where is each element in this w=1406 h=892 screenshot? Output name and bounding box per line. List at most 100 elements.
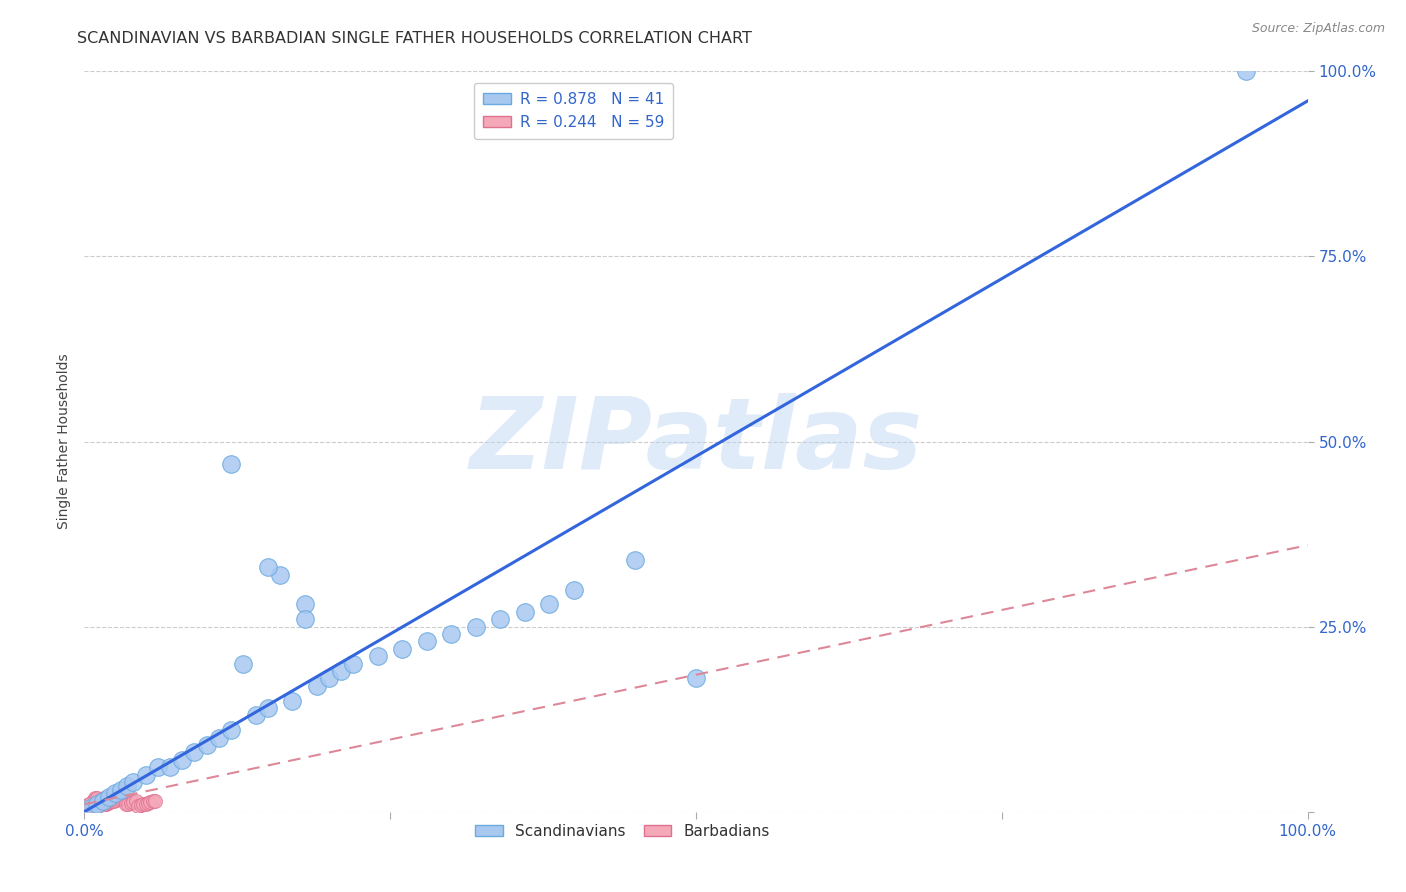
Point (257, 560, 280, 574)
Point (416, 634, 439, 648)
Point (79, 798, 101, 813)
Point (86, 790, 108, 805)
Point (110, 791, 132, 805)
Point (77, 798, 100, 813)
Point (97, 789, 120, 804)
Point (135, 797, 157, 811)
Point (538, 598, 561, 612)
Point (97, 795, 120, 809)
Point (269, 567, 291, 582)
Point (87, 797, 110, 811)
Point (79, 801, 101, 815)
Point (208, 731, 231, 745)
Point (82, 801, 104, 815)
Point (86, 799, 108, 814)
Point (87, 796, 110, 810)
Point (1236, 64, 1258, 78)
Point (440, 627, 463, 641)
Point (464, 619, 486, 633)
Point (80, 797, 103, 811)
Point (391, 641, 413, 656)
Point (195, 738, 218, 752)
Point (107, 792, 129, 806)
Point (172, 753, 194, 767)
Point (83, 801, 105, 815)
Point (77, 798, 100, 813)
Point (159, 760, 181, 774)
Point (82, 795, 104, 809)
Point (96, 797, 118, 811)
Point (136, 796, 159, 810)
Point (84, 800, 107, 814)
Point (80, 799, 103, 814)
Point (132, 797, 155, 812)
Point (77, 800, 100, 814)
Point (91, 794, 114, 808)
Point (115, 797, 138, 812)
Point (219, 457, 242, 471)
Point (232, 657, 254, 671)
Point (87, 794, 110, 808)
Point (143, 794, 166, 808)
Point (513, 605, 536, 619)
Point (115, 779, 138, 793)
Point (146, 760, 169, 774)
Point (90, 793, 112, 807)
Point (76, 802, 98, 816)
Point (342, 657, 364, 671)
Point (219, 723, 242, 738)
Point (93, 791, 115, 805)
Point (77, 797, 100, 812)
Point (84, 791, 107, 805)
Point (294, 598, 316, 612)
Point (77, 799, 100, 814)
Point (257, 701, 280, 715)
Point (562, 582, 585, 597)
Point (127, 798, 149, 813)
Point (89, 794, 111, 808)
Point (122, 795, 145, 809)
Point (104, 786, 127, 800)
Point (318, 672, 340, 686)
Point (77, 801, 100, 815)
Point (80, 796, 103, 810)
Point (122, 775, 145, 789)
Point (84, 792, 107, 806)
Point (139, 795, 162, 809)
Point (367, 649, 389, 664)
Text: SCANDINAVIAN VS BARBADIAN SINGLE FATHER HOUSEHOLDS CORRELATION CHART: SCANDINAVIAN VS BARBADIAN SINGLE FATHER … (77, 31, 752, 46)
Point (79, 800, 101, 814)
Point (91, 792, 114, 806)
Point (105, 793, 128, 807)
Point (183, 746, 205, 760)
Point (117, 797, 139, 811)
Point (75, 803, 97, 817)
Point (100, 794, 122, 808)
Point (94, 797, 117, 812)
Point (76, 798, 98, 813)
Text: Source: ZipAtlas.com: Source: ZipAtlas.com (1251, 22, 1385, 36)
Point (83, 793, 105, 807)
Point (330, 664, 353, 678)
Point (125, 794, 148, 808)
Point (76, 803, 98, 817)
Point (110, 782, 132, 797)
Point (281, 694, 304, 708)
Legend: Scandinavians, Barbadians: Scandinavians, Barbadians (470, 818, 776, 845)
Point (86, 797, 108, 812)
Point (135, 767, 157, 781)
Point (83, 794, 105, 808)
Point (97, 796, 120, 810)
Point (245, 708, 267, 723)
Point (82, 798, 104, 813)
Point (129, 798, 152, 813)
Point (305, 679, 328, 693)
Point (79, 797, 101, 812)
Point (86, 797, 108, 812)
Point (685, 672, 707, 686)
Point (142, 794, 165, 808)
Point (624, 553, 647, 567)
Point (120, 796, 142, 810)
Point (87, 795, 110, 809)
Point (489, 612, 512, 626)
